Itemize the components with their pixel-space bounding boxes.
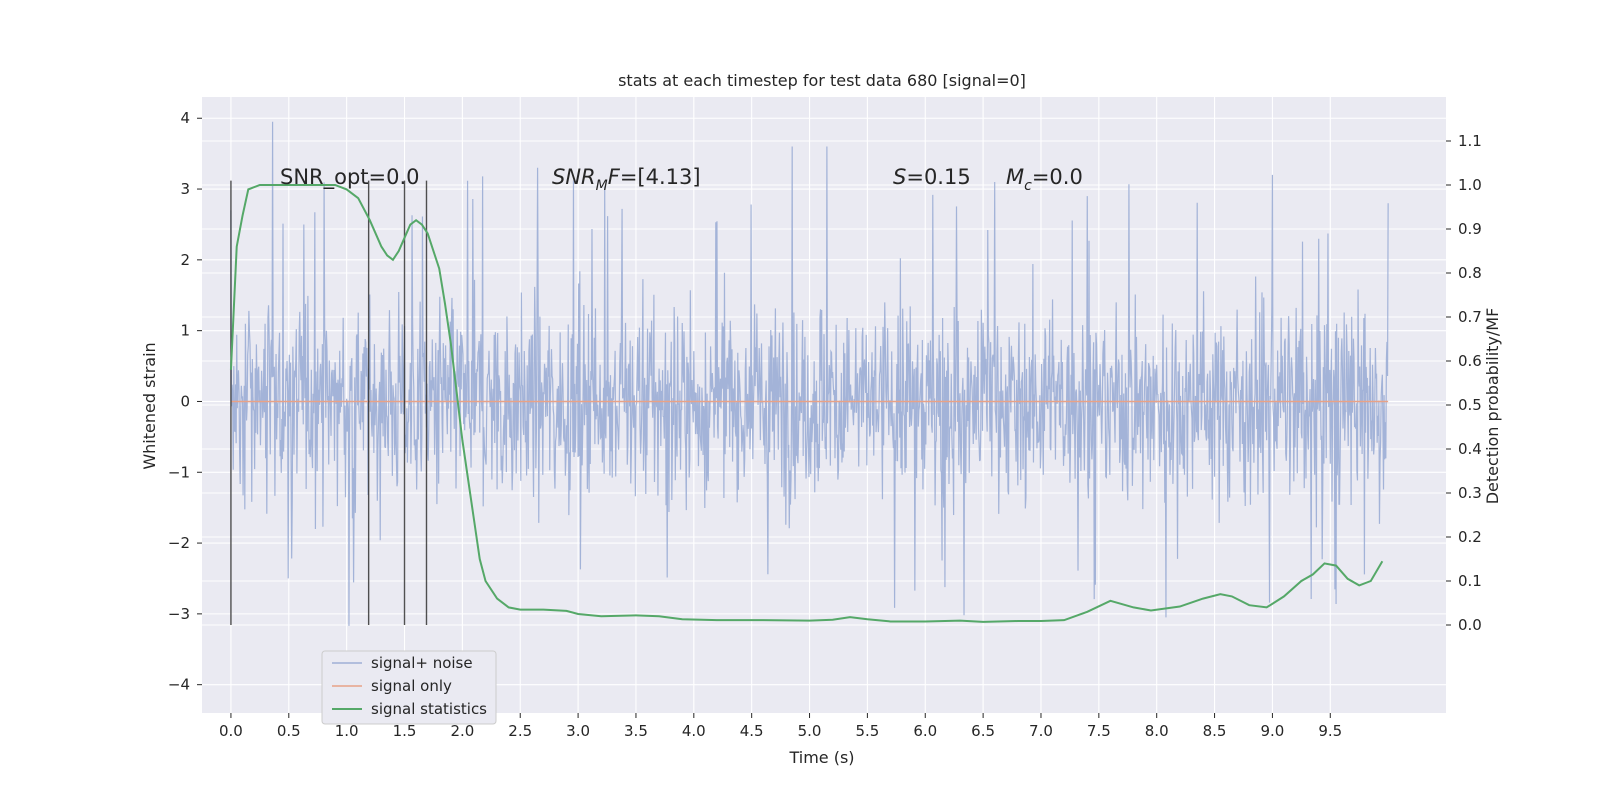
x-tick-label: 4.5: [740, 722, 764, 740]
y-tick-label: 4: [180, 109, 190, 127]
x-tick-label: 9.5: [1318, 722, 1342, 740]
y-tick-label: 2: [180, 251, 190, 269]
x-tick-label: 6.0: [913, 722, 937, 740]
legend: signal+ noise signal only signal statist…: [321, 650, 497, 725]
snr-mf-value: =[4.13]: [620, 165, 701, 189]
vertical-markers: [230, 180, 428, 625]
x-tick-label: 5.0: [798, 722, 822, 740]
s-value: =0.15: [906, 165, 970, 189]
y2-tick-label: 0.2: [1458, 528, 1482, 546]
legend-label-signal: signal only: [371, 677, 452, 695]
y-tick-label: −2: [168, 534, 190, 552]
y2-tick-label: 0.4: [1458, 440, 1482, 458]
statistics-line: [229, 184, 1384, 623]
chart-title: stats at each timestep for test data 680…: [618, 71, 1026, 90]
snr-mf-symbol: SNR: [552, 165, 596, 189]
y2-tick-label: 1.1: [1458, 132, 1482, 150]
x-tick-label: 2.0: [450, 722, 474, 740]
mc-symbol: M: [1006, 165, 1024, 189]
y2-tick-label: 0.1: [1458, 572, 1482, 590]
y2-tick-label: 0.8: [1458, 264, 1482, 282]
annotation-snr-opt: SNR_opt=0.0: [280, 165, 420, 190]
x-tick-label: 4.0: [682, 722, 706, 740]
y-tick-label: 0: [180, 392, 190, 410]
x-tick-label: 2.5: [508, 722, 532, 740]
legend-label-noise: signal+ noise: [371, 654, 473, 672]
legend-label-statistics: signal statistics: [371, 700, 487, 718]
y2-tick-label: 0.0: [1458, 616, 1482, 634]
series-signal-noise: [230, 121, 1389, 626]
annotation-snr-mf: SNRMF=[4.13]: [552, 165, 701, 194]
x-tick-label: 0.5: [277, 722, 301, 740]
y-axis-label: Whitened strain: [140, 342, 159, 469]
x-tick-label: 6.5: [971, 722, 995, 740]
x-tick-label: 7.5: [1087, 722, 1111, 740]
y-tick-label: −1: [168, 463, 190, 481]
y2-tick-label: 0.9: [1458, 220, 1482, 238]
x-axis-label: Time (s): [788, 748, 854, 767]
x-tick-label: 1.0: [335, 722, 359, 740]
s-symbol: S: [893, 165, 906, 189]
axes-ticks: 0.0 0.5 1.0 1.5 2.0 2.5 3.0 3.5 4.0 4.5 5.0 5.5 6.0 6…: [168, 109, 1482, 740]
y2-axis-label: Detection probability/MF: [1483, 308, 1502, 505]
y-tick-label: 3: [180, 180, 190, 198]
x-tick-label: 1.5: [393, 722, 417, 740]
noise-line: [230, 121, 1389, 626]
y2-tick-label: 0.5: [1458, 396, 1482, 414]
y2-tick-label: 0.3: [1458, 484, 1482, 502]
annotation-mc: Mc=0.0: [1006, 165, 1083, 194]
y2-tick-label: 0.6: [1458, 352, 1482, 370]
x-tick-label: 7.0: [1029, 722, 1053, 740]
mc-subscript: c: [1024, 178, 1032, 194]
legend-box: [321, 650, 497, 725]
y-tick-label: 1: [180, 322, 190, 340]
y-tick-label: −3: [168, 605, 190, 623]
snr-mf-f: F: [608, 165, 621, 189]
x-tick-label: 9.0: [1260, 722, 1284, 740]
x-tick-label: 8.0: [1145, 722, 1169, 740]
x-tick-label: 3.0: [566, 722, 590, 740]
snr-mf-subscript: M: [596, 178, 608, 194]
series-signal-statistics: [229, 184, 1384, 623]
y2-tick-label: 1.0: [1458, 176, 1482, 194]
y2-tick-label: 0.7: [1458, 308, 1482, 326]
x-tick-label: 5.5: [855, 722, 879, 740]
annotation-s: S=0.15: [893, 165, 971, 189]
x-tick-label: 0.0: [219, 722, 243, 740]
y-tick-label: −4: [168, 676, 190, 694]
x-tick-label: 3.5: [624, 722, 648, 740]
x-tick-label: 8.5: [1203, 722, 1227, 740]
mc-value: =0.0: [1032, 165, 1083, 189]
